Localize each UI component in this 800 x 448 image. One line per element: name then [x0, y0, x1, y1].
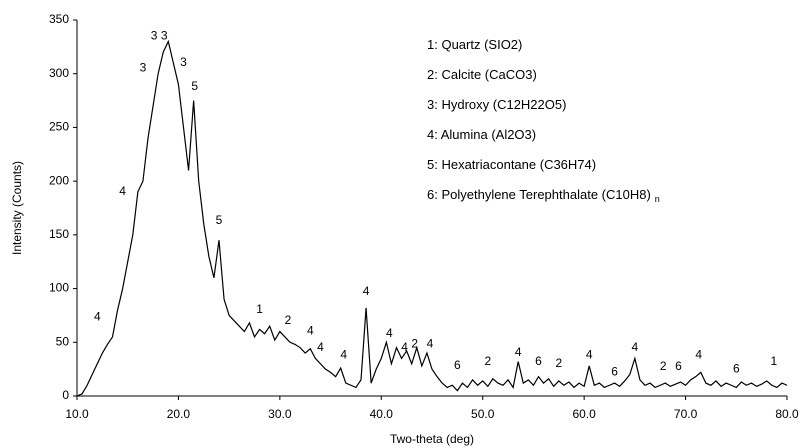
y-tick-label: 350	[49, 12, 69, 26]
peak-label: 3	[151, 28, 158, 42]
legend-note-text: 4: Alumina (Al2O3)	[427, 127, 536, 142]
x-tick-label: 70.0	[674, 407, 698, 421]
peak-label: 2	[660, 359, 667, 373]
peak-label: 4	[586, 347, 593, 361]
x-tick-label: 10.0	[65, 407, 89, 421]
y-tick-label: 150	[49, 227, 69, 241]
x-tick-label: 80.0	[775, 407, 799, 421]
peak-label: 4	[401, 340, 408, 354]
peak-label: 2	[555, 356, 562, 370]
peak-label: 1	[256, 302, 263, 316]
y-tick-label: 200	[49, 173, 69, 187]
legend-note-text: 2: Calcite (CaCO3)	[427, 67, 537, 82]
legend-note: 2: Calcite (CaCO3)	[427, 67, 537, 82]
peak-label: 4	[695, 347, 702, 361]
peak-label: 4	[386, 326, 393, 340]
peak-label: 4	[363, 284, 370, 298]
x-axis-title: Two-theta (deg)	[390, 432, 474, 446]
peak-label: 3	[180, 55, 187, 69]
peak-label: 6	[454, 358, 461, 372]
legend-note-text: 3: Hydroxy (C12H22O5)	[427, 97, 566, 112]
peak-label: 5	[216, 213, 223, 227]
peak-label: 4	[317, 340, 324, 354]
x-tick-label: 60.0	[572, 407, 596, 421]
y-tick-label: 50	[56, 334, 70, 348]
peak-label: 4	[632, 340, 639, 354]
x-tick-label: 50.0	[471, 407, 495, 421]
peak-label: 3	[161, 28, 168, 42]
legend-note-text: 6: Polyethylene Terephthalate (C10H8)	[427, 187, 651, 202]
data-line	[76, 39, 788, 397]
y-tick-label: 0	[62, 388, 69, 402]
legend-note-text: 1: Quartz (SIO2)	[427, 37, 522, 52]
y-axis-title: Intensity (Counts)	[10, 161, 24, 255]
legend-note: 5: Hexatriacontane (C36H74)	[427, 157, 596, 172]
legend-note: 1: Quartz (SIO2)	[427, 37, 522, 52]
peak-label: 6	[675, 359, 682, 373]
peak-label: 4	[427, 337, 434, 351]
legend-note: 6: Polyethylene Terephthalate (C10H8) n	[427, 187, 660, 204]
x-tick-label: 40.0	[370, 407, 394, 421]
peak-label: 1	[770, 354, 777, 368]
peak-label: 6	[611, 365, 618, 379]
legend-note: 4: Alumina (Al2O3)	[427, 127, 536, 142]
legend-note-subscript: n	[655, 194, 660, 204]
peak-label: 2	[411, 337, 418, 351]
peak-label: 2	[285, 313, 292, 327]
x-tick-label: 20.0	[167, 407, 191, 421]
peak-label: 5	[191, 79, 198, 93]
peak-label: 6	[733, 361, 740, 375]
y-tick-label: 250	[49, 120, 69, 134]
y-tick-label: 300	[49, 66, 69, 80]
peak-label: 2	[484, 354, 491, 368]
peak-label: 6	[535, 354, 542, 368]
x-tick-label: 30.0	[268, 407, 292, 421]
peak-label: 4	[94, 310, 101, 324]
y-tick-label: 100	[49, 281, 69, 295]
peak-label: 4	[119, 184, 126, 198]
peak-label: 4	[340, 347, 347, 361]
peak-label: 4	[515, 345, 522, 359]
peak-label: 4	[307, 324, 314, 338]
legend-note: 3: Hydroxy (C12H22O5)	[427, 97, 566, 112]
peak-label: 3	[140, 61, 147, 75]
legend-note-text: 5: Hexatriacontane (C36H74)	[427, 157, 596, 172]
